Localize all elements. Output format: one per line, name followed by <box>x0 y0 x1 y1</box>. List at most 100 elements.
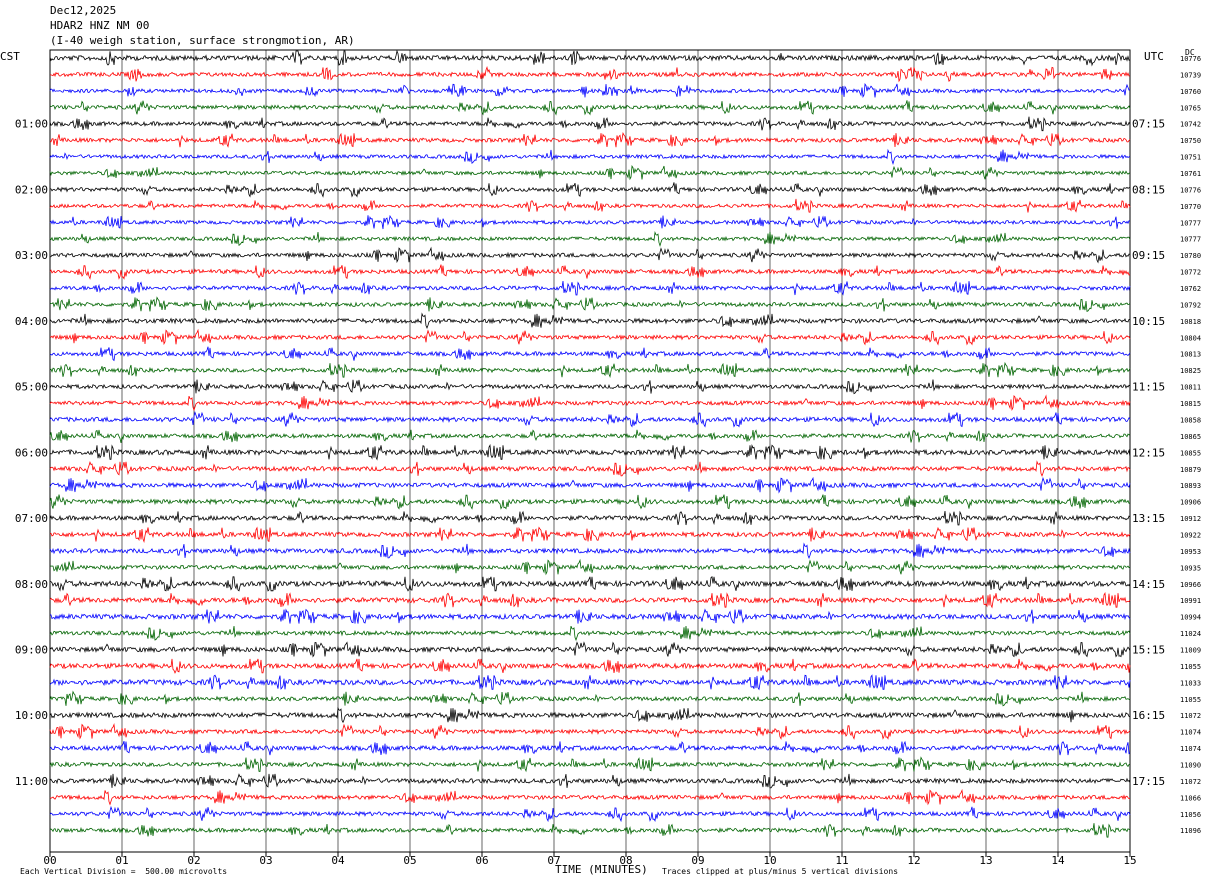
dc-offset-label: 10991 <box>1180 597 1201 605</box>
seismic-trace <box>49 214 1131 230</box>
dc-offset-label: 11009 <box>1180 646 1201 654</box>
seismic-trace <box>49 805 1131 823</box>
seismic-trace <box>49 165 1131 181</box>
dc-offset-label: 10906 <box>1180 499 1201 507</box>
x-tick-label: 01 <box>115 854 128 867</box>
dc-offset-label: 10935 <box>1180 564 1201 572</box>
dc-offset-label: 10953 <box>1180 548 1201 556</box>
dc-offset-label: 11090 <box>1180 761 1201 769</box>
x-tick-label: 04 <box>331 854 345 867</box>
utc-hour-label: 08:15 <box>1132 183 1165 196</box>
dc-offset-label: 10922 <box>1180 531 1201 539</box>
dc-offset-label: 10750 <box>1180 137 1201 145</box>
dc-offset-label: 11074 <box>1180 745 1201 753</box>
seismic-trace <box>49 510 1131 526</box>
utc-hour-label: 13:15 <box>1132 512 1165 525</box>
seismic-trace <box>49 740 1131 756</box>
seismic-trace <box>49 182 1131 198</box>
cst-hour-label: 04:00 <box>15 315 48 328</box>
utc-hour-label: 14:15 <box>1132 578 1165 591</box>
seismic-trace <box>49 658 1131 674</box>
seismic-trace <box>49 346 1131 362</box>
seismic-trace <box>49 264 1131 280</box>
seismic-trace <box>49 641 1131 658</box>
seismic-trace <box>49 608 1131 624</box>
dc-offset-label: 10776 <box>1180 55 1201 63</box>
dc-offset-label: 10966 <box>1180 581 1201 589</box>
dc-offset-label: 11072 <box>1180 778 1201 786</box>
dc-offset-label: 11074 <box>1180 729 1201 737</box>
dc-offset-label: 10792 <box>1180 301 1201 309</box>
station-description: (I-40 weigh station, surface strongmotio… <box>50 34 355 47</box>
seismic-trace <box>49 148 1131 165</box>
x-tick-label: 02 <box>187 854 200 867</box>
dc-offset-label: 10772 <box>1180 269 1201 277</box>
seismic-trace <box>49 49 1131 67</box>
dc-offset-label: 10804 <box>1180 334 1201 342</box>
seismic-trace <box>49 706 1131 724</box>
cst-axis-label: CST <box>0 50 20 63</box>
seismic-trace <box>49 723 1131 740</box>
seismic-trace <box>49 394 1131 412</box>
dc-offset-label: 11066 <box>1180 794 1201 802</box>
clip-note: Traces clipped at plus/minus 5 vertical … <box>662 867 899 876</box>
seismic-trace <box>49 312 1131 329</box>
seismic-trace <box>49 773 1131 789</box>
utc-hour-label: 15:15 <box>1132 643 1165 656</box>
dc-offset-label: 10811 <box>1180 384 1201 392</box>
dc-offset-label: 11056 <box>1180 811 1201 819</box>
axis-labels: 00 01 02 03 04 05 06 07 08 09 10 11 12 13 14 15 01:00 02:… <box>15 55 1201 867</box>
seismic-trace <box>49 690 1131 707</box>
seismic-trace <box>49 231 1131 248</box>
utc-hour-label: 07:15 <box>1132 118 1165 131</box>
dc-offset-label: 10760 <box>1180 88 1201 96</box>
x-tick-label: 05 <box>403 854 416 867</box>
dc-offset-label: 11033 <box>1180 679 1201 687</box>
dc-offset-label: 10739 <box>1180 71 1201 79</box>
dc-offset-label: 10893 <box>1180 482 1201 490</box>
cst-hour-label: 10:00 <box>15 709 48 722</box>
seismic-trace <box>49 526 1131 543</box>
cst-hour-label: 02:00 <box>15 183 48 196</box>
dc-offset-label: 10751 <box>1180 154 1201 162</box>
station-label: HDAR2 HNZ NM 00 <box>50 19 150 32</box>
x-tick-label: 08 <box>619 854 632 867</box>
dc-offset-label: 10865 <box>1180 433 1201 441</box>
dc-offset-label: 10780 <box>1180 252 1201 260</box>
seismic-trace <box>49 443 1131 461</box>
dc-offset-label: 10815 <box>1180 400 1201 408</box>
dc-offset-label: 11024 <box>1180 630 1201 638</box>
x-tick-label: 11 <box>835 854 848 867</box>
seismic-trace <box>49 379 1131 395</box>
trace-layer <box>49 49 1131 838</box>
seismic-trace <box>49 788 1130 806</box>
dc-offset-label: 10818 <box>1180 318 1201 326</box>
seismic-trace <box>49 328 1131 346</box>
dc-offset-label: 10776 <box>1180 186 1201 194</box>
cst-hour-label: 08:00 <box>15 578 48 591</box>
cst-hour-label: 06:00 <box>15 446 48 459</box>
seismic-trace <box>49 756 1131 773</box>
plot-frame <box>49 49 1131 853</box>
utc-hour-label: 17:15 <box>1132 775 1165 788</box>
x-tick-label: 00 <box>43 854 56 867</box>
seismic-trace <box>49 296 1131 313</box>
seismic-trace <box>49 411 1131 428</box>
dc-offset-label: 10858 <box>1180 416 1201 424</box>
cst-hour-label: 11:00 <box>15 775 48 788</box>
dc-offset-label: 10855 <box>1180 449 1201 457</box>
seismic-trace <box>49 674 1131 691</box>
utc-hour-label: 16:15 <box>1132 709 1165 722</box>
seismic-trace <box>49 558 1131 576</box>
dc-offset-label: 10770 <box>1180 203 1201 211</box>
seismic-trace <box>49 625 1131 642</box>
utc-hour-label: 12:15 <box>1132 446 1165 459</box>
cst-hour-label: 05:00 <box>15 381 48 394</box>
dc-offset-label: 11072 <box>1180 712 1201 720</box>
dc-offset-label: 10777 <box>1180 236 1201 244</box>
cst-hour-label: 03:00 <box>15 249 48 262</box>
dc-offset-label: 10912 <box>1180 515 1201 523</box>
dc-offset-label: 11096 <box>1180 827 1201 835</box>
seismic-trace <box>49 823 1131 838</box>
